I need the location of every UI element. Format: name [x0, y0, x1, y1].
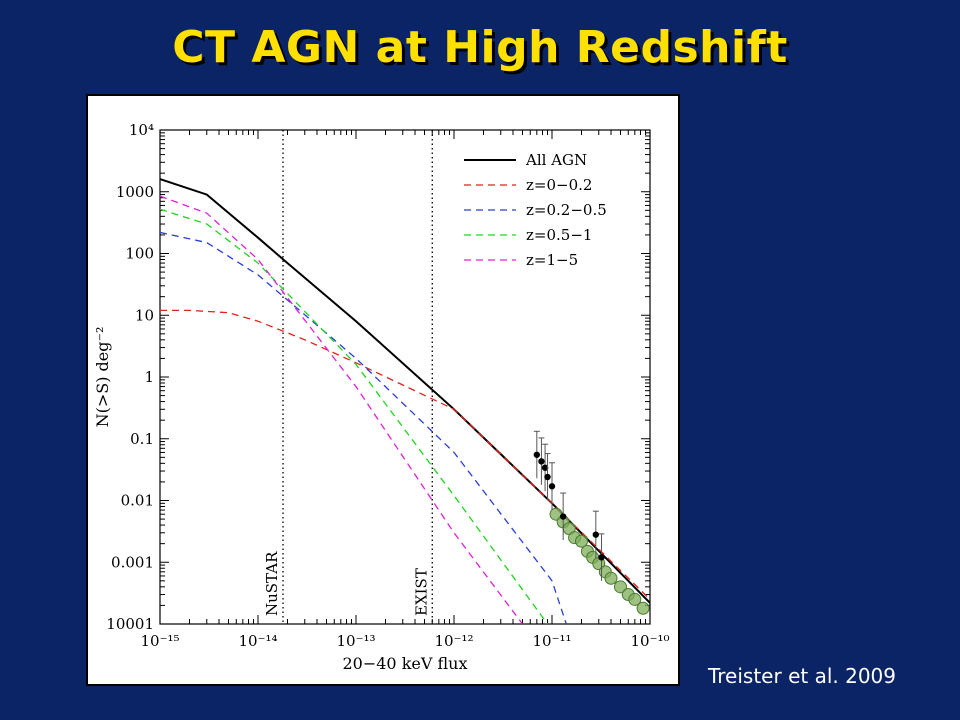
black-data-point	[533, 451, 541, 458]
slide-title: CT AGN at High Redshift	[172, 22, 788, 73]
green-data-point	[575, 534, 589, 548]
black-data-point	[538, 458, 545, 465]
green-data-point	[628, 592, 642, 606]
legend-label-2: z=0.2−0.5	[526, 201, 607, 219]
y-tick-label: 100	[125, 245, 154, 263]
y-tick-label: 10	[135, 306, 154, 324]
series-line-4	[160, 195, 524, 624]
legend-label-3: z=0.5−1	[526, 226, 592, 244]
x-tick-label: 10⁻¹³	[336, 632, 375, 650]
series-line-3	[160, 208, 549, 624]
black-data-point	[544, 473, 551, 481]
citation-credit: Treister et al. 2009	[708, 664, 896, 688]
x-tick-label: 10⁻¹⁵	[140, 632, 179, 650]
x-axis-title: 20−40 keV flux	[342, 654, 467, 673]
vline-label-exist: EXIST	[412, 568, 430, 616]
chart-panel: 10⁻¹⁵ 10⁻¹⁴ 10⁻¹³ 10⁻¹² 10⁻¹¹ 10⁻¹⁰ 10⁴ 1000 100…	[86, 94, 680, 686]
green-data-point	[636, 601, 650, 615]
chart-svg: 10⁻¹⁵ 10⁻¹⁴ 10⁻¹³ 10⁻¹² 10⁻¹¹ 10⁻¹⁰10⁴1000100…	[93, 121, 670, 673]
y-tick-label: 1000	[116, 183, 154, 201]
legend-label-4: z=1−5	[526, 251, 578, 269]
x-tick-label: 10⁻¹⁰	[630, 632, 669, 650]
y-tick-label: 0.01	[121, 492, 154, 510]
y-tick-label: 10001	[106, 615, 154, 633]
legend-label-0: All AGN	[525, 151, 587, 169]
black-data-point	[592, 531, 600, 538]
black-data-point	[598, 554, 605, 561]
x-tick-label: 10⁻¹¹	[532, 632, 571, 650]
vline-label-nustar: NuSTAR	[263, 551, 281, 616]
x-tick-label: 10⁻¹⁴	[238, 632, 277, 650]
green-data-point	[613, 580, 627, 594]
black-data-point	[541, 464, 549, 471]
series-line-0	[160, 178, 650, 604]
series-line-1	[160, 309, 650, 600]
y-tick-label: 0.001	[111, 553, 154, 571]
y-tick-label: 0.1	[130, 430, 154, 448]
legend-label-1: z=0−0.2	[526, 176, 592, 194]
y-axis-title: N(>S) deg⁻²	[93, 327, 112, 428]
y-tick-label: 10⁴	[129, 121, 154, 139]
y-tick-label: 1	[144, 368, 154, 386]
x-tick-label: 10⁻¹²	[434, 632, 473, 650]
black-data-point	[548, 483, 556, 490]
series-group	[160, 178, 650, 624]
green-data-point	[604, 571, 618, 585]
black-data-point	[559, 513, 567, 520]
series-line-2	[160, 231, 567, 624]
